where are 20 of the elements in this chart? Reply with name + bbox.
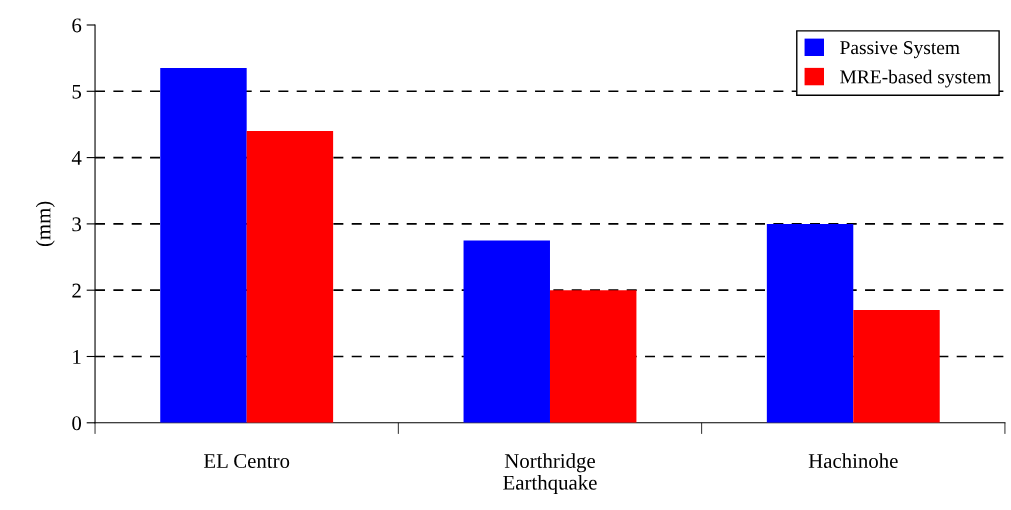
bar <box>246 131 334 423</box>
bar <box>766 223 854 423</box>
y-axis-title: (mm) <box>35 201 55 247</box>
y-tick-label: 0 <box>72 416 82 431</box>
y-tick-label: 3 <box>72 217 82 232</box>
x-tick-label: EL Centro <box>203 454 290 469</box>
y-tick-label: 2 <box>72 283 81 298</box>
y-tick-label: 5 <box>72 84 82 99</box>
x-tick-label: Hachinohe <box>808 453 898 469</box>
bar <box>549 290 637 423</box>
x-axis-title: Earthquake <box>503 475 597 494</box>
x-tick-label: Northridge <box>504 453 595 473</box>
y-tick-label: 1 <box>73 349 81 364</box>
legend-label: MRE-based system <box>840 69 992 88</box>
bar <box>160 68 247 423</box>
bar <box>463 240 550 423</box>
y-tick-label: 4 <box>71 151 82 165</box>
legend-label: Passive System <box>840 41 960 59</box>
y-tick-label: 6 <box>72 18 82 33</box>
bar <box>853 310 940 423</box>
